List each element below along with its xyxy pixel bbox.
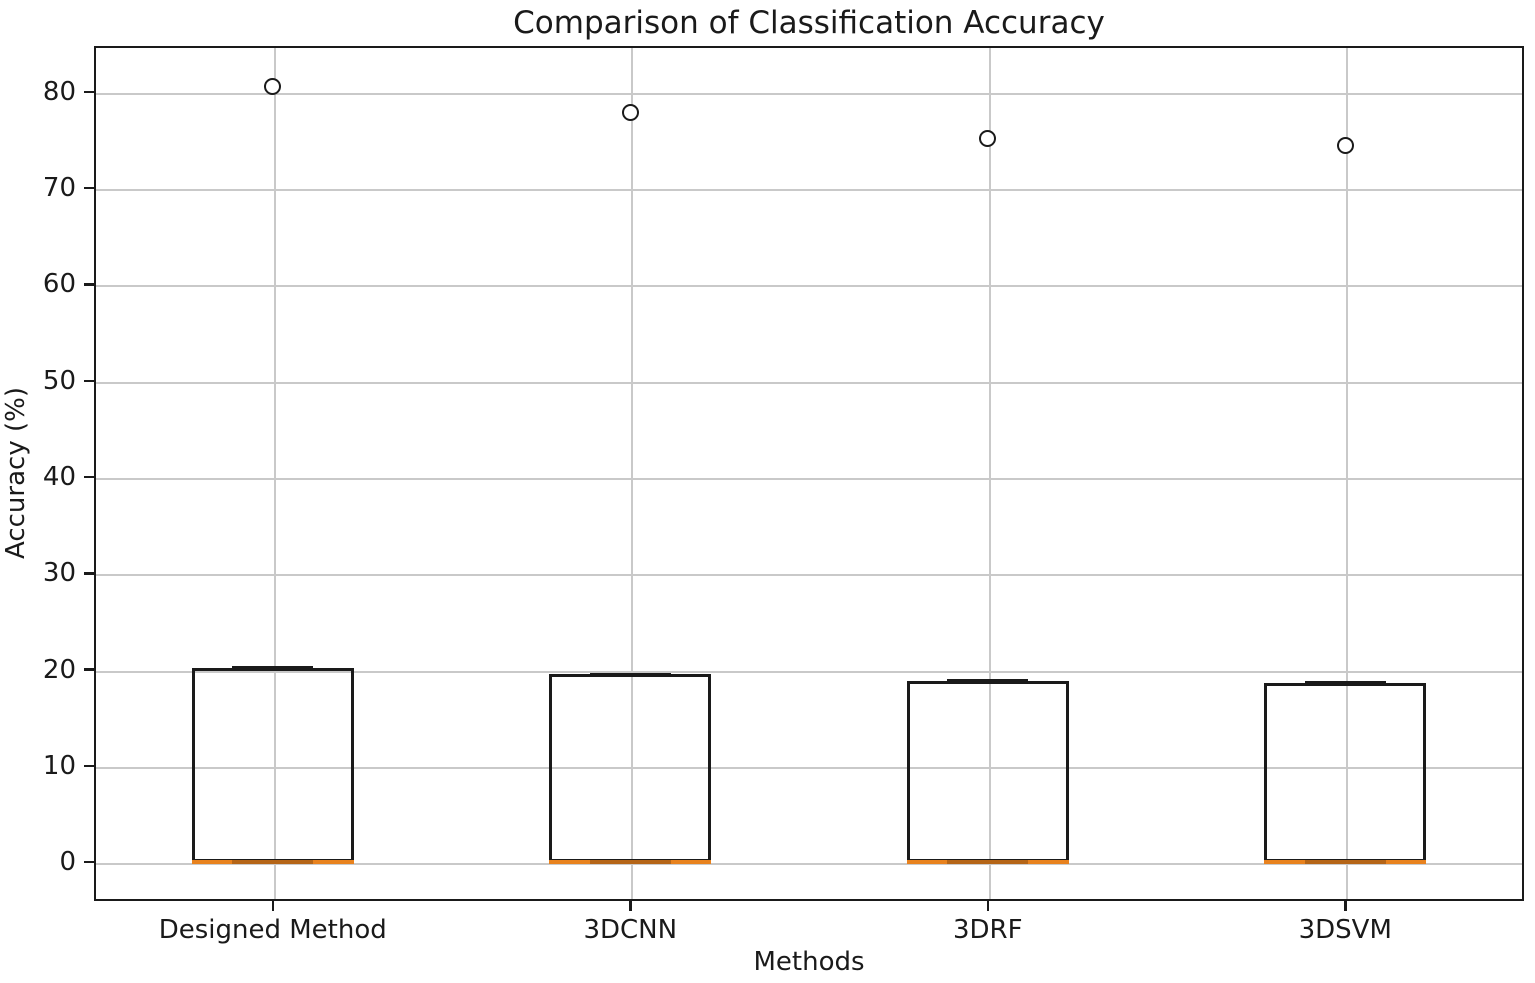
y-tick-mark [84,668,94,671]
median-cap-overlap-0 [232,859,314,865]
y-tick-label: 30 [42,558,76,589]
x-tick-label: 3DCNN [583,915,678,945]
y-tick-mark [84,860,94,864]
x-tick-label: 3DRF [952,915,1023,945]
x-tick-label: Designed Method [158,915,387,945]
median-line-3 [1264,859,1427,865]
median-cap-overlap-2 [947,859,1029,865]
x-gridline [631,48,634,899]
y-gridline [96,478,1522,481]
median-cap-overlap-1 [589,859,671,865]
y-gridline [96,574,1522,577]
y-tick-mark [84,90,94,94]
y-tick-mark [84,379,94,383]
whisker-cap-high-1 [589,672,671,677]
whisker-cap-high-0 [232,665,314,670]
y-gridline [96,189,1522,192]
x-tick-mark [1344,901,1347,911]
y-gridline [96,285,1522,288]
whisker-cap-high-2 [947,679,1029,683]
median-line-1 [549,859,712,865]
x-gridline [988,48,991,899]
y-tick-label: 40 [42,462,76,493]
y-gridline [96,381,1522,384]
y-gridline [96,92,1522,95]
y-tick-label: 0 [59,847,76,878]
outlier-marker-0 [264,77,282,95]
y-tick-label: 10 [42,750,76,781]
y-gridline [96,670,1522,673]
y-tick-label: 20 [42,654,76,685]
y-tick-label: 70 [42,173,76,204]
box-0 [191,667,354,863]
x-gridline [273,48,276,899]
box-3 [1264,683,1427,863]
y-tick-mark [84,475,94,479]
y-tick-mark [84,764,94,768]
outlier-marker-1 [621,103,639,121]
chart-title: Comparison of Classification Accuracy [513,5,1105,41]
x-tick-mark [629,901,632,911]
median-line-0 [191,859,354,865]
y-tick-mark [84,186,94,190]
y-gridline [96,863,1522,866]
median-cap-overlap-3 [1304,859,1386,865]
whisker-cap-high-3 [1304,681,1386,685]
x-tick-mark [271,901,274,911]
x-tick-mark [986,901,989,911]
box-1 [549,674,712,863]
y-tick-mark [84,572,94,575]
y-gridline [96,766,1522,769]
x-tick-label: 3DSVM [1298,915,1392,945]
plot-area [94,46,1524,901]
x-axis-label: Methods [753,947,865,977]
y-tick-label: 60 [42,269,76,300]
outlier-marker-3 [1336,137,1354,155]
box-2 [906,681,1069,863]
y-tick-label: 50 [42,365,76,396]
y-tick-mark [84,283,94,286]
outlier-marker-2 [979,129,997,147]
median-line-2 [906,859,1069,865]
y-tick-label: 80 [42,76,76,107]
x-gridline [1346,48,1349,899]
